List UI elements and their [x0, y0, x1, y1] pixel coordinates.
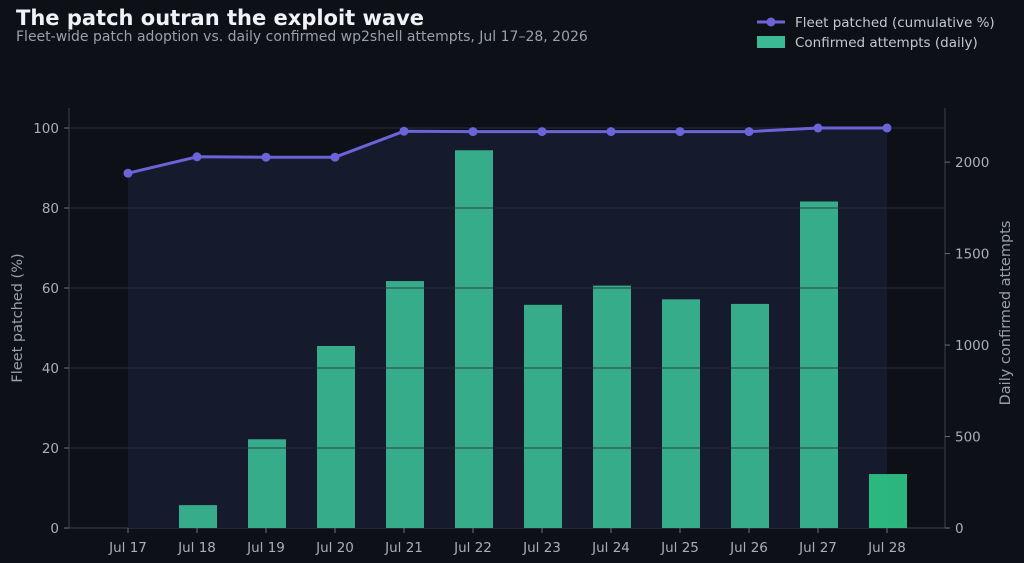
x-tick-label: Jul 27	[798, 540, 837, 556]
y-tick-label-left: 80	[42, 201, 59, 217]
y-axis-label-left: Fleet patched (%)	[10, 253, 26, 382]
bar-attempts-jul-19	[248, 439, 286, 528]
patched-point-jul-20	[330, 152, 340, 162]
y-tick-label-right: 1000	[955, 338, 989, 354]
bar-attempts-jul-23	[524, 304, 562, 528]
y-tick-label-right: 1500	[955, 247, 989, 263]
bar-attempts-jul-28	[869, 474, 907, 528]
x-tick-label: Jul 28	[867, 540, 906, 556]
bar-attempts-jul-26	[731, 303, 769, 528]
patched-point-jul-22	[468, 127, 478, 137]
y-tick-label-left: 20	[42, 441, 59, 457]
bar-attempts-jul-18	[179, 505, 217, 528]
patched-area-fill	[128, 128, 887, 528]
patched-point-jul-21	[399, 126, 409, 136]
y-tick-label-left: 0	[50, 521, 59, 537]
bar-attempts-jul-21	[386, 281, 424, 528]
bar-attempts-jul-24	[593, 285, 631, 528]
chart-title: The patch outran the exploit wave	[16, 6, 425, 30]
patched-point-jul-25	[675, 127, 685, 137]
x-tick-label: Jul 21	[384, 540, 423, 556]
bar-attempts-jul-20	[317, 345, 355, 528]
bar-attempts-jul-25	[662, 299, 700, 528]
patched-line	[127, 126, 887, 175]
y-tick-label-right: 500	[955, 430, 981, 446]
x-tick-label: Jul 18	[177, 540, 216, 556]
x-tick-label: Jul 20	[315, 540, 354, 556]
x-tick-label: Jul 24	[591, 540, 630, 556]
x-tick-label: Jul 26	[729, 540, 768, 556]
chart-subtitle: Fleet-wide patch adoption vs. daily conf…	[16, 29, 588, 45]
legend-label-attempts: Confirmed attempts (daily)	[795, 35, 978, 51]
patched-point-jul-19	[261, 152, 271, 162]
x-tick-label: Jul 19	[246, 540, 285, 556]
patched-point-jul-23	[537, 127, 547, 137]
x-tick-label: Jul 23	[522, 540, 561, 556]
y-tick-label-left: 40	[42, 361, 59, 377]
legend-line-marker	[766, 17, 776, 27]
patched-point-jul-17	[123, 168, 133, 178]
y-tick-label-left: 100	[33, 121, 59, 137]
x-tick-label: Jul 22	[453, 540, 492, 556]
bar-attempts-jul-27	[800, 201, 838, 528]
x-tick-label: Jul 25	[660, 540, 699, 556]
x-tick-label: Jul 17	[108, 540, 147, 556]
patched-point-jul-28	[882, 123, 892, 133]
legend-label-patched: Fleet patched (cumulative %)	[795, 15, 995, 31]
y-axis-label-right: Daily confirmed attempts	[998, 221, 1014, 406]
y-tick-label-left: 60	[42, 281, 59, 297]
patched-point-jul-18	[192, 152, 202, 162]
patched-point-jul-27	[813, 123, 823, 133]
bar-attempts-jul-22	[455, 150, 493, 528]
legend-bar-swatch	[757, 36, 785, 48]
y-tick-label-right: 2000	[955, 155, 989, 171]
y-tick-label-right: 0	[955, 521, 964, 537]
patched-point-jul-26	[744, 127, 754, 137]
patched-point-jul-24	[606, 127, 616, 137]
